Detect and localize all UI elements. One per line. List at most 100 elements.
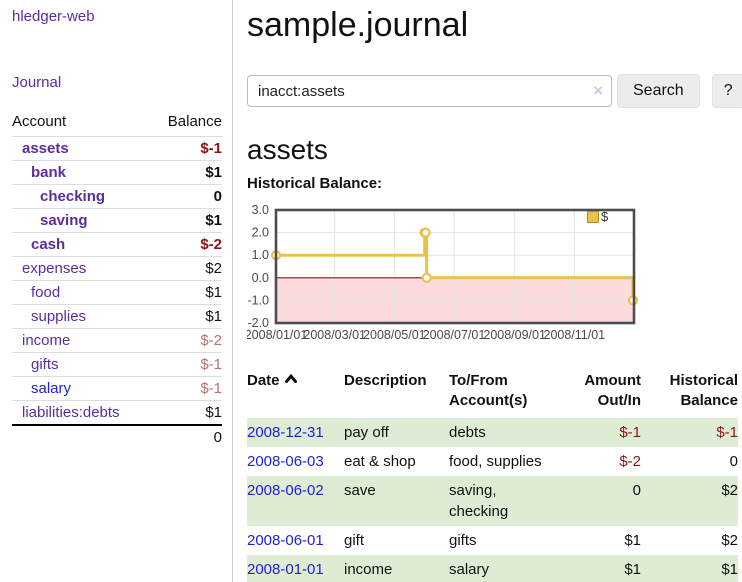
svg-text:2008/05/01: 2008/05/01 bbox=[363, 328, 426, 342]
transaction-balance: $2 bbox=[721, 532, 738, 549]
search-input[interactable] bbox=[247, 75, 612, 107]
account-balance: $-2 bbox=[200, 236, 222, 253]
account-link-liabilities-debts[interactable]: liabilities:debts bbox=[22, 404, 120, 421]
account-link-food[interactable]: food bbox=[31, 284, 61, 301]
main-content: sample.journal × Search ? assets Histori… bbox=[233, 0, 742, 582]
chart-legend: $ bbox=[587, 209, 608, 224]
account-row-food: food $1 bbox=[12, 280, 222, 305]
svg-text:2.0: 2.0 bbox=[252, 226, 269, 240]
transaction-accounts: food, supplies bbox=[449, 453, 542, 470]
transaction-date-link[interactable]: 2008-06-02 bbox=[247, 482, 324, 499]
account-row-checking: checking 0 bbox=[12, 184, 222, 209]
register-header-balance: Historical Balance bbox=[669, 372, 738, 409]
search-field-wrap: × bbox=[247, 75, 612, 107]
balance-chart-svg: 3.0 2.0 1.0 0.0 -1.0 -2.02008/01/012008/03/01… bbox=[247, 205, 639, 342]
transaction-balance: 0 bbox=[729, 453, 738, 470]
accounts-table: Account Balance assets $-1 bank $1 check… bbox=[12, 110, 222, 449]
transaction-amount: $1 bbox=[624, 532, 641, 549]
account-link-gifts[interactable]: gifts bbox=[31, 356, 59, 373]
chart-title: Historical Balance: bbox=[247, 175, 383, 192]
account-balance: $-1 bbox=[200, 380, 222, 397]
transaction-date-link[interactable]: 2008-06-01 bbox=[247, 532, 324, 549]
account-balance: $2 bbox=[205, 260, 222, 277]
account-row-cash: cash $-2 bbox=[12, 232, 222, 257]
svg-text:-1.0: -1.0 bbox=[247, 293, 269, 307]
legend-label: $ bbox=[601, 209, 609, 224]
register-table: Date Description To/From Account(s) Amou… bbox=[247, 371, 738, 582]
account-balance: 0 bbox=[213, 188, 222, 205]
account-link-cash[interactable]: cash bbox=[31, 236, 66, 253]
svg-text:2008/09/01: 2008/09/01 bbox=[483, 328, 546, 342]
transaction-date-link[interactable]: 2008-01-01 bbox=[247, 561, 324, 578]
clear-search-icon[interactable]: × bbox=[593, 81, 603, 100]
svg-text:2008/07/01: 2008/07/01 bbox=[423, 328, 486, 342]
transaction-accounts: salary bbox=[449, 561, 490, 578]
search-button[interactable]: Search bbox=[617, 74, 700, 108]
sidebar-item-journal[interactable]: Journal bbox=[12, 74, 62, 91]
transaction-accounts: gifts bbox=[449, 532, 477, 549]
search-bar: × Search ? bbox=[247, 74, 742, 108]
account-balance: $1 bbox=[205, 164, 222, 181]
svg-text:-2.0: -2.0 bbox=[247, 316, 269, 330]
accounts-header-account: Account bbox=[12, 113, 67, 130]
account-balance: $1 bbox=[205, 284, 222, 301]
legend-swatch-icon bbox=[587, 210, 599, 223]
register-header-row: Date Description To/From Account(s) Amou… bbox=[247, 371, 738, 418]
accounts-header-balance: Balance bbox=[167, 113, 222, 130]
account-row-salary: salary $-1 bbox=[12, 376, 222, 401]
transaction-balance: $-1 bbox=[716, 424, 738, 441]
register-header-date[interactable]: Date bbox=[247, 371, 344, 418]
account-balance: $-1 bbox=[200, 140, 222, 157]
transaction-date-link[interactable]: 2008-06-03 bbox=[247, 453, 324, 470]
account-row-saving: saving $1 bbox=[12, 208, 222, 233]
sort-ascending-icon bbox=[284, 373, 297, 383]
register-row: 2008-06-03 eat & shop food, supplies $-2… bbox=[247, 447, 738, 476]
account-link-salary[interactable]: salary bbox=[31, 380, 72, 397]
historical-balance-chart: 3.0 2.0 1.0 0.0 -1.0 -2.0 2008/01/01 2008/03/01… bbox=[247, 205, 647, 345]
account-row-income: income $-2 bbox=[12, 328, 222, 353]
register-row: 2008-12-31 pay off debts $-1 $-1 bbox=[247, 418, 738, 447]
account-row-bank: bank $1 bbox=[12, 160, 222, 185]
transaction-amount: 0 bbox=[632, 482, 641, 499]
svg-text:2008/03/01: 2008/03/01 bbox=[303, 328, 366, 342]
svg-text:1.0: 1.0 bbox=[252, 248, 269, 262]
account-link-bank[interactable]: bank bbox=[31, 164, 67, 181]
account-link-assets[interactable]: assets bbox=[22, 140, 69, 157]
transaction-amount: $-2 bbox=[619, 453, 641, 470]
transaction-accounts: debts bbox=[449, 424, 486, 441]
svg-text:0.0: 0.0 bbox=[252, 271, 269, 285]
account-balance: $1 bbox=[205, 308, 222, 325]
transaction-amount: $-1 bbox=[619, 424, 641, 441]
app-title-link[interactable]: hledger-web bbox=[12, 8, 95, 25]
page-title: sample.journal bbox=[247, 6, 469, 44]
transaction-amount: $1 bbox=[624, 561, 641, 578]
sidebar: hledger-web Journal Account Balance asse… bbox=[0, 0, 233, 582]
transaction-date-link[interactable]: 2008-12-31 bbox=[247, 424, 324, 441]
account-link-saving[interactable]: saving bbox=[40, 212, 88, 229]
register-row: 2008-06-02 save saving, checking 0 $2 bbox=[247, 476, 738, 526]
account-row-gifts: gifts $-1 bbox=[12, 352, 222, 377]
svg-text:3.0: 3.0 bbox=[252, 205, 269, 217]
svg-text:2008/11/01: 2008/11/01 bbox=[544, 328, 606, 342]
register-row: 2008-01-01 income salary $1 $1 bbox=[247, 555, 738, 582]
account-link-income[interactable]: income bbox=[22, 332, 71, 349]
register-header-description: Description bbox=[344, 372, 427, 389]
register-header-amount: Amount Out/In bbox=[584, 372, 641, 409]
transaction-description: pay off bbox=[344, 424, 389, 441]
account-link-supplies[interactable]: supplies bbox=[31, 308, 87, 325]
account-balance: $1 bbox=[205, 404, 222, 421]
transaction-description: income bbox=[344, 561, 393, 578]
help-button[interactable]: ? bbox=[711, 74, 742, 108]
register-header-accounts: To/From Account(s) bbox=[449, 372, 528, 409]
account-balance: $-2 bbox=[200, 332, 222, 349]
account-row-supplies: supplies $1 bbox=[12, 304, 222, 329]
transaction-description: gift bbox=[344, 532, 365, 549]
account-balance: $-1 bbox=[200, 356, 222, 373]
account-row-assets: assets $-1 bbox=[12, 136, 222, 161]
account-link-checking[interactable]: checking bbox=[40, 188, 106, 205]
account-heading: assets bbox=[247, 134, 328, 165]
transaction-balance: $1 bbox=[721, 561, 738, 578]
account-balance: $1 bbox=[205, 212, 222, 229]
account-link-expenses[interactable]: expenses bbox=[22, 260, 87, 277]
